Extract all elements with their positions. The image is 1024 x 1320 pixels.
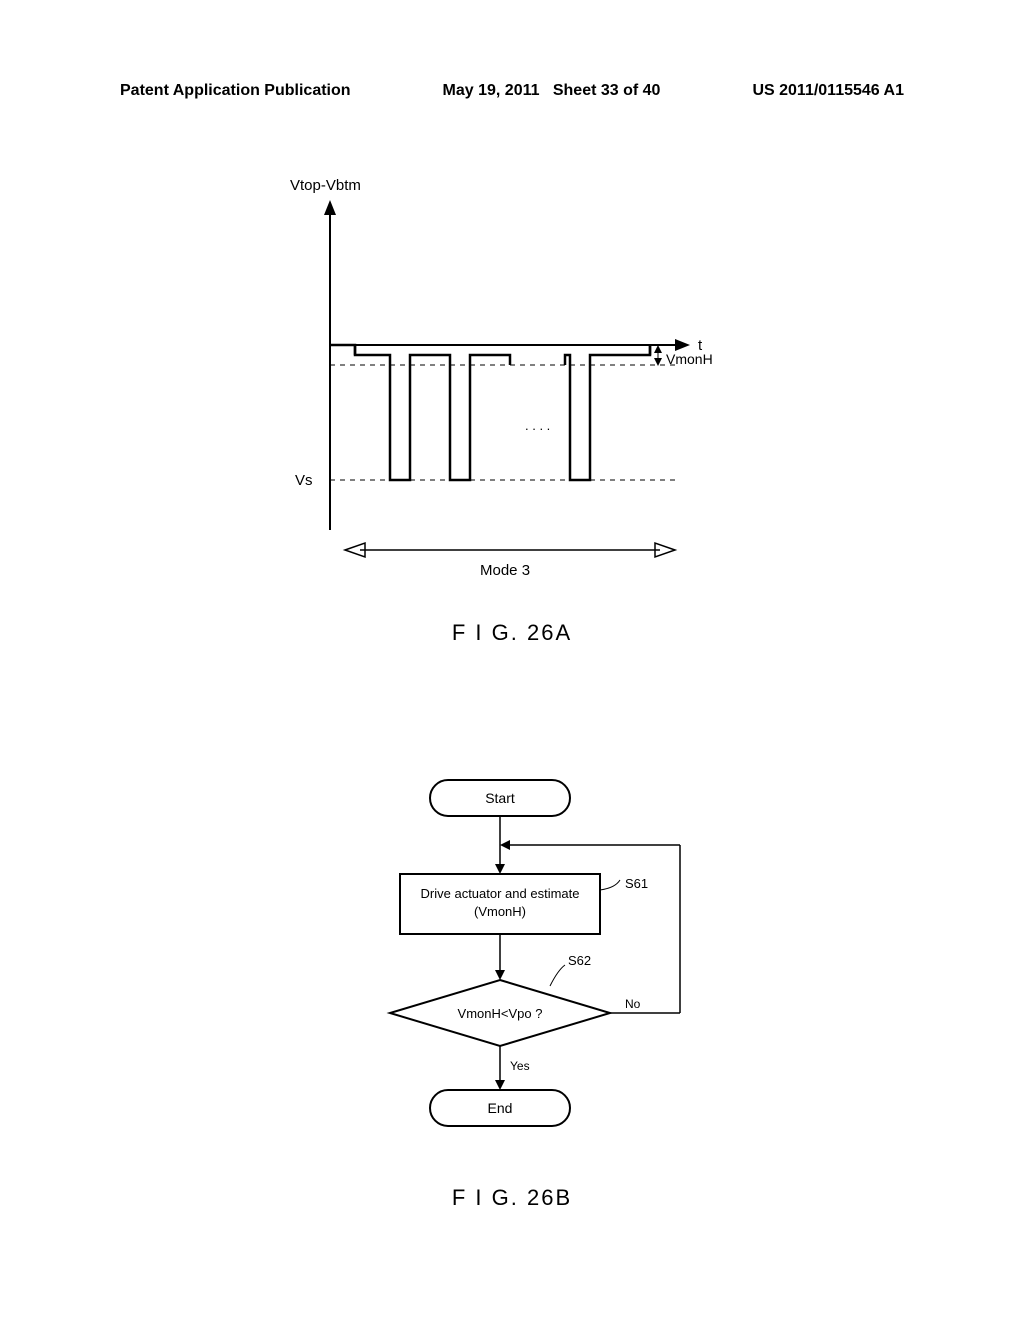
header-center: May 19, 2011 Sheet 33 of 40 (443, 82, 661, 100)
waveform-chart: Vtop-Vbtm t . . . . Vs VmonH Mode 3 (280, 170, 760, 610)
flowchart-svg: Start Drive actuator and estimate (VmonH… (320, 770, 730, 1150)
figure-label-a: F I G. 26A (0, 620, 1024, 646)
waveform-dots: . . . . (525, 418, 550, 433)
yes-label: Yes (510, 1059, 530, 1073)
figure-label-b: F I G. 26B (0, 1185, 1024, 1211)
start-label: Start (485, 790, 515, 806)
s61-tag: S61 (625, 876, 648, 891)
y-axis-arrow (324, 200, 336, 215)
y-axis-label: Vtop-Vbtm (290, 177, 361, 194)
chart-svg: Vtop-Vbtm t . . . . Vs VmonH Mode 3 (280, 170, 760, 610)
flowchart: Start Drive actuator and estimate (VmonH… (320, 770, 730, 1190)
decision-label: VmonH<Vpo ? (458, 1006, 543, 1021)
mode-label: Mode 3 (480, 562, 530, 579)
no-label: No (625, 997, 641, 1011)
vs-label: Vs (295, 472, 313, 489)
s62-tag: S62 (568, 953, 591, 968)
process-label-1: Drive actuator and estimate (421, 886, 580, 901)
x-axis-arrow (675, 339, 690, 351)
vmonh-label: VmonH (666, 351, 713, 367)
page-header: Patent Application Publication May 19, 2… (0, 82, 1024, 100)
process-label-2: (VmonH) (474, 904, 526, 919)
header-right: US 2011/0115546 A1 (752, 82, 904, 100)
end-label: End (488, 1100, 513, 1116)
header-left: Patent Application Publication (120, 82, 351, 100)
